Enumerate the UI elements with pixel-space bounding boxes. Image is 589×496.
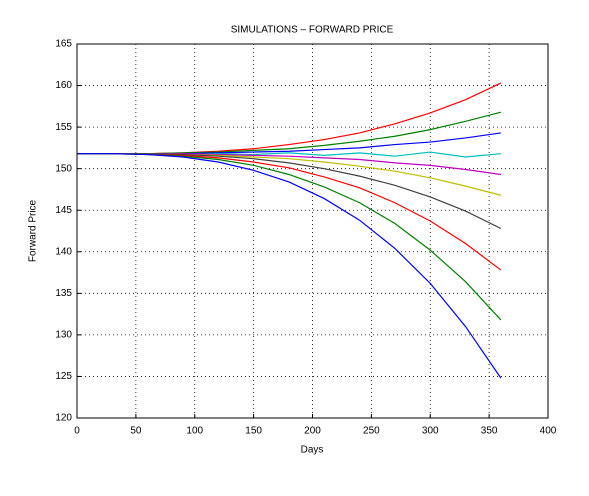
- x-axis-label: Days: [301, 445, 324, 456]
- y-tick-label: 130: [55, 330, 72, 341]
- x-tick-label: 200: [304, 426, 321, 437]
- plot-frame: [76, 43, 549, 419]
- y-tick-label: 165: [55, 39, 72, 50]
- y-axis-label: Forward Price: [28, 199, 39, 262]
- x-tick-label: 400: [540, 426, 557, 437]
- chart-title: SIMULATIONS – FORWARD PRICE: [231, 25, 394, 36]
- y-tick-label: 150: [55, 163, 72, 174]
- x-tick-label: 350: [481, 426, 498, 437]
- simulation-line: [77, 153, 502, 230]
- simulation-line: [77, 153, 502, 379]
- y-tick-label: 140: [55, 246, 72, 257]
- y-tick-label: 120: [55, 413, 72, 424]
- y-tick-label: 160: [55, 80, 72, 91]
- y-tick-label: 135: [55, 288, 72, 299]
- y-tick-label: 155: [55, 122, 72, 133]
- y-tick-label: 125: [55, 371, 72, 382]
- y-tick-label: 145: [55, 205, 72, 216]
- x-tick-label: 100: [186, 426, 203, 437]
- x-tick-label: 250: [363, 426, 380, 437]
- x-tick-label: 50: [130, 426, 142, 437]
- x-tick-label: 150: [245, 426, 262, 437]
- x-tick-label: 300: [422, 426, 439, 437]
- x-tick-label: 0: [74, 426, 80, 437]
